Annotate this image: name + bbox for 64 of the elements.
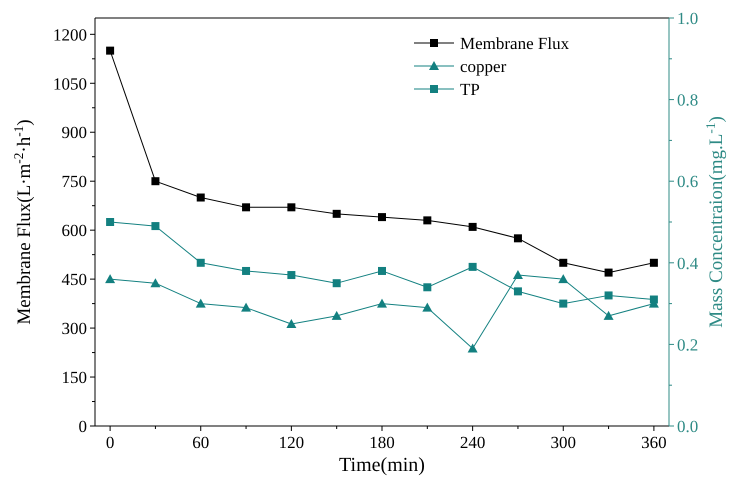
point [604,310,614,320]
point [423,216,432,224]
point [650,258,658,267]
y2-tick-label: 1.0 [677,9,698,28]
x-tick-label: 180 [369,433,395,452]
x-tick-label: 240 [460,433,486,452]
x-tick-label: 120 [278,433,304,452]
point [105,274,116,284]
point [196,194,205,202]
point [287,271,296,280]
y-tick-label: 1050 [53,74,87,94]
y-tick-label: 1200 [53,25,87,44]
y2-tick-label: 0.8 [677,90,698,110]
point [242,203,250,212]
legend-label: Membrane Flux [460,34,570,53]
y2-tick-label: 0.2 [677,335,698,354]
x-tick-label: 360 [641,433,667,452]
point [558,274,568,284]
x-tick-label: 300 [550,433,576,452]
point [468,262,477,271]
x-tick-label: 60 [192,433,210,452]
point [241,302,252,312]
y2-tick-label: 0.4 [677,254,699,273]
point [106,46,114,55]
point [151,177,160,186]
point [604,291,613,300]
point [377,298,387,308]
point [604,268,613,277]
point [332,210,341,218]
x-tick-label: 0 [106,433,114,452]
y-tick-label: 900 [62,123,87,142]
legend-label: copper [460,57,507,76]
point [650,296,658,304]
y-tick-label: 600 [62,221,87,240]
y-tick-label: 450 [62,270,87,290]
point [196,298,206,308]
point [378,266,386,275]
point [378,213,386,222]
y2-tick-label: 0.6 [677,172,698,192]
y-tick-label: 300 [62,319,87,338]
point [332,279,341,288]
y-tick-label: 0 [78,417,87,436]
x-axis-title: Time(min) [339,454,425,476]
point [422,302,432,312]
y-tick-label: 150 [62,368,87,388]
point [468,343,478,352]
point [559,258,568,267]
point [332,310,342,320]
point [287,203,296,212]
legend-label: TP [460,80,480,99]
point [151,222,160,230]
point [514,287,522,296]
point [196,258,205,267]
point [559,300,568,308]
y2-tick-label: 0.0 [677,417,698,436]
y-tick-label: 750 [62,172,87,192]
point [106,218,114,226]
point [512,270,523,280]
point [468,222,477,231]
point [286,319,296,328]
point [514,234,522,242]
point [150,278,160,288]
point [423,283,432,292]
point [242,266,250,275]
